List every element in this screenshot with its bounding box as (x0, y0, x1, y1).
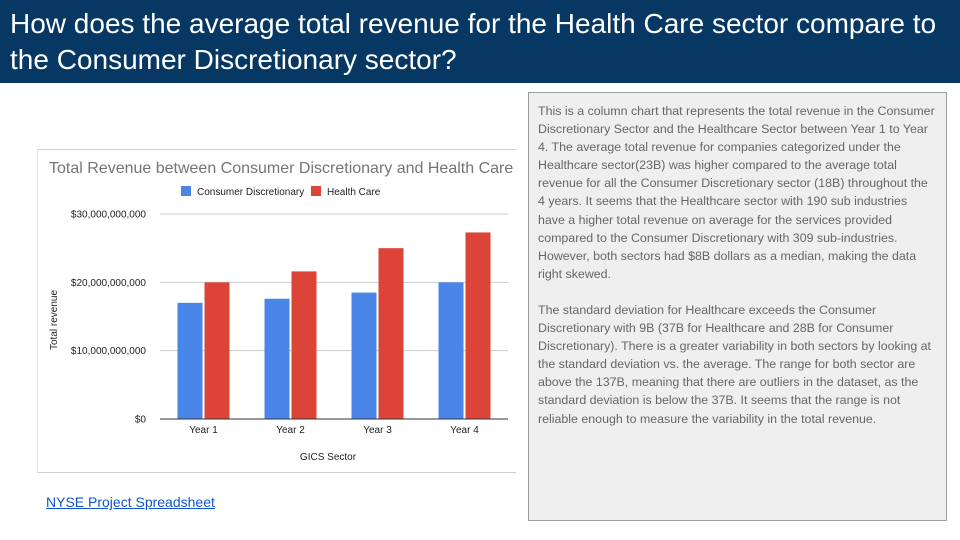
y-tick-label: $30,000,000,000 (71, 210, 147, 221)
column-chart: Total Revenue between Consumer Discretio… (49, 160, 513, 463)
description-paragraph-2: The standard deviation for Healthcare ex… (538, 302, 932, 426)
description-box: This is a column chart that represents t… (528, 92, 947, 521)
y-tick-label: $10,000,000,000 (71, 346, 147, 357)
y-axis-ticks: $0 $10,000,000,000 $20,000,000,000 $30,000,… (71, 210, 147, 426)
x-axis-ticks: Year 1 Year 2 Year 3 Year 4 (189, 425, 479, 436)
legend-swatch (181, 186, 191, 196)
slide-header: How does the average total revenue for t… (0, 0, 960, 83)
bar-health-care (465, 232, 491, 419)
legend-label: Consumer Discretionary (197, 187, 304, 198)
chart-title: Total Revenue between Consumer Discretio… (49, 160, 513, 177)
bar-consumer-discretionary (351, 292, 377, 419)
chart-bars (160, 232, 508, 420)
bar-health-care (291, 271, 317, 419)
bar-consumer-discretionary (177, 302, 203, 419)
x-axis-label: GICS Sector (300, 452, 357, 463)
description-paragraph-1: This is a column chart that represents t… (538, 104, 935, 281)
bar-consumer-discretionary (264, 298, 290, 419)
x-tick-label: Year 3 (363, 425, 392, 436)
bar-health-care (204, 282, 230, 419)
y-tick-label: $20,000,000,000 (71, 278, 147, 289)
bar-consumer-discretionary (438, 282, 464, 419)
chart-legend: Consumer Discretionary Health Care (181, 186, 381, 198)
legend-swatch (311, 186, 321, 196)
x-tick-label: Year 2 (276, 425, 305, 436)
x-tick-label: Year 4 (450, 425, 479, 436)
y-axis-label: Total revenue (49, 290, 60, 350)
slide-title: How does the average total revenue for t… (10, 8, 937, 75)
x-tick-label: Year 1 (189, 425, 218, 436)
legend-label: Health Care (327, 187, 381, 198)
bar-health-care (378, 248, 404, 419)
spreadsheet-link[interactable]: NYSE Project Spreadsheet (46, 494, 215, 510)
y-tick-label: $0 (135, 415, 147, 426)
chart-card: Total Revenue between Consumer Discretio… (37, 149, 516, 473)
